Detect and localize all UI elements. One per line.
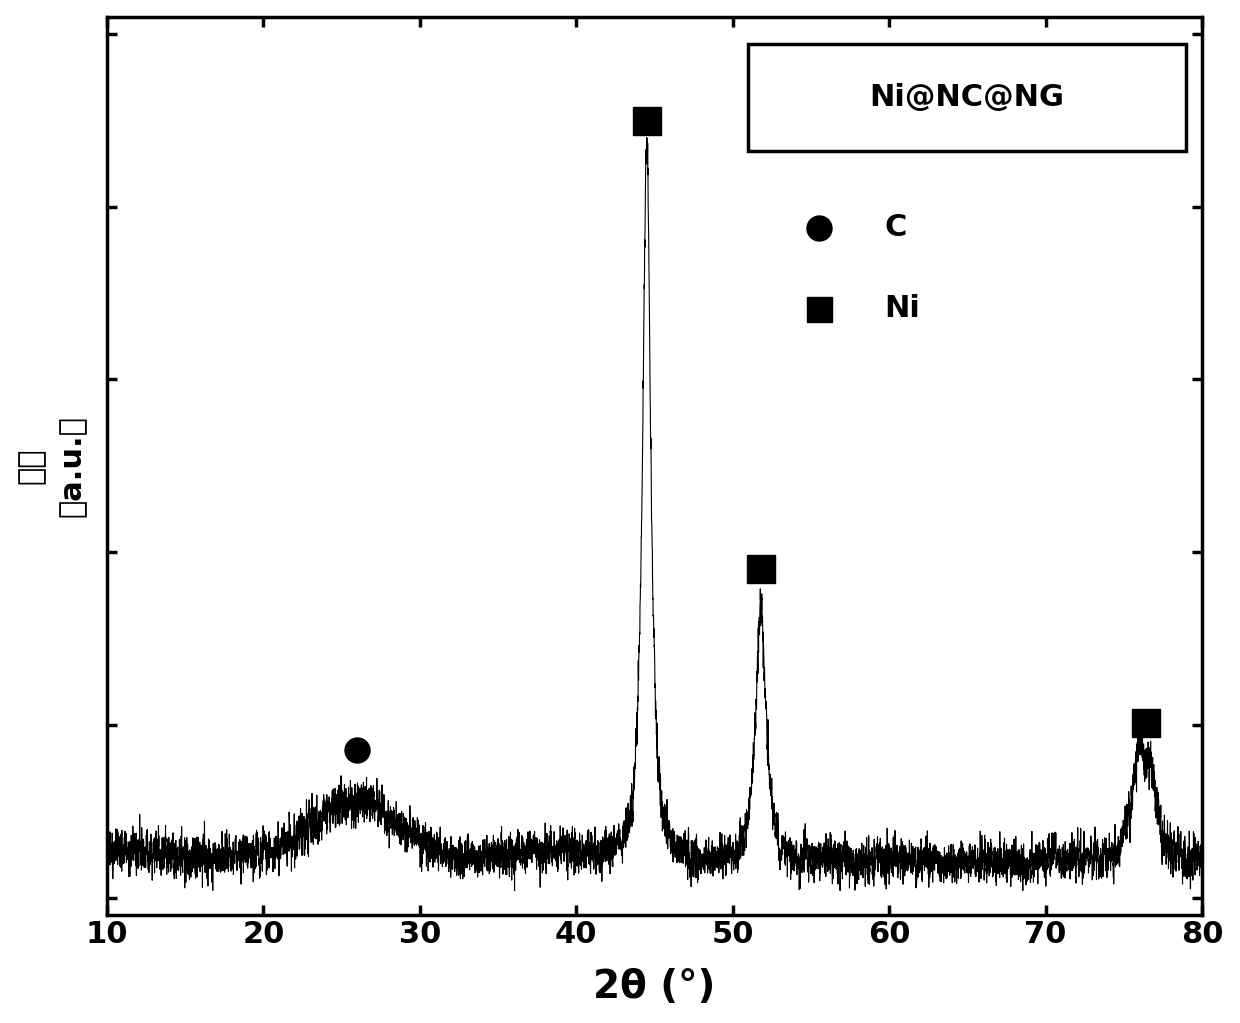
X-axis label: 2θ (°): 2θ (°) bbox=[594, 969, 715, 1007]
FancyBboxPatch shape bbox=[748, 44, 1185, 151]
Y-axis label: 强度
（a.u.）: 强度 （a.u.） bbox=[16, 415, 86, 517]
Text: C: C bbox=[884, 213, 906, 242]
Text: Ni: Ni bbox=[884, 295, 920, 323]
Text: Ni@NC@NG: Ni@NC@NG bbox=[869, 83, 1064, 113]
